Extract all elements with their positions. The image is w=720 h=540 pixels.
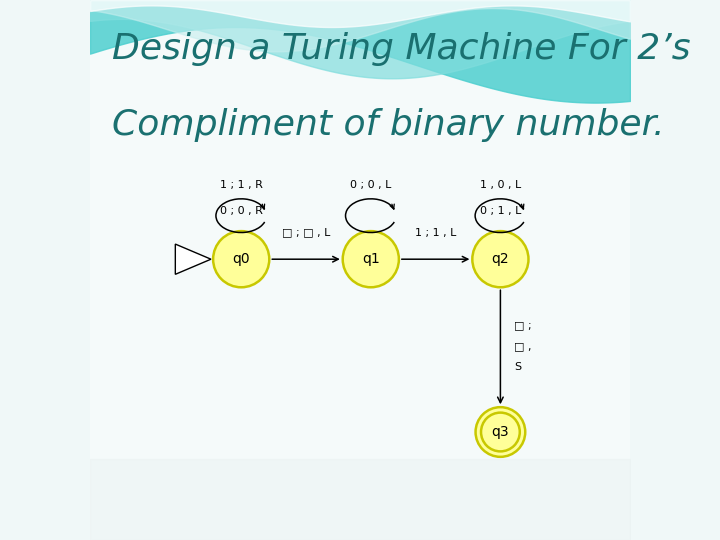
Polygon shape: [176, 244, 211, 274]
Text: q3: q3: [492, 425, 509, 439]
Text: 1 ; 1 , L: 1 ; 1 , L: [415, 227, 456, 238]
Circle shape: [475, 407, 526, 457]
Text: q1: q1: [362, 252, 379, 266]
Text: Design a Turing Machine For 2’s: Design a Turing Machine For 2’s: [112, 32, 690, 66]
Circle shape: [472, 231, 528, 287]
Text: 0 ; 0 , R: 0 ; 0 , R: [220, 206, 263, 217]
Text: □ ,: □ ,: [514, 341, 531, 351]
Text: q0: q0: [233, 252, 250, 266]
Circle shape: [343, 231, 399, 287]
Text: S: S: [514, 362, 521, 372]
Text: 0 ; 0 , L: 0 ; 0 , L: [350, 180, 392, 191]
Text: 1 ; 1 , R: 1 ; 1 , R: [220, 180, 263, 191]
Circle shape: [213, 231, 269, 287]
Text: □ ; □ , L: □ ; □ , L: [282, 227, 330, 238]
Text: q2: q2: [492, 252, 509, 266]
Text: 0 ; 1 , L: 0 ; 1 , L: [480, 206, 521, 217]
Text: 1 , 0 , L: 1 , 0 , L: [480, 180, 521, 191]
Text: Compliment of binary number.: Compliment of binary number.: [112, 108, 665, 142]
Text: □ ;: □ ;: [514, 321, 531, 330]
